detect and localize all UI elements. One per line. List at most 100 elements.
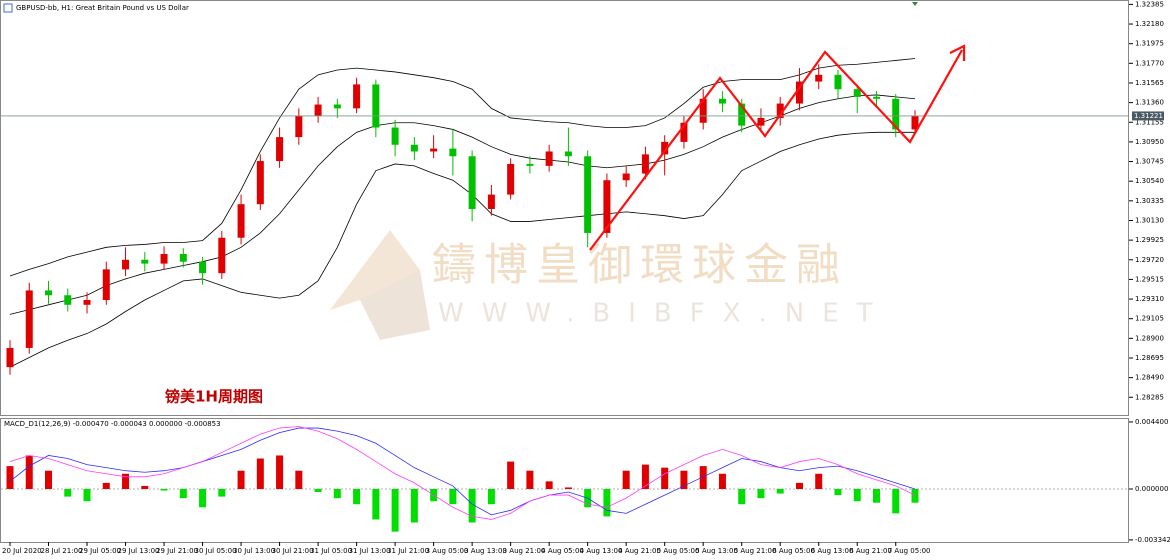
- candle-body: [102, 269, 110, 301]
- histogram-bar: [911, 488, 919, 503]
- candle-body: [333, 104, 341, 109]
- y-tick-label: 1.28900: [1135, 334, 1164, 342]
- candle-body: [641, 154, 649, 174]
- watermark: 鑄博皇御環球金融 WWW.BIBFX.NET: [330, 230, 873, 340]
- histogram-bar: [218, 488, 226, 497]
- histogram-bar: [353, 488, 361, 505]
- x-tick-label: 29 Jul 13:00: [118, 547, 160, 555]
- candle-body: [391, 127, 399, 145]
- histogram-bar: [795, 482, 803, 489]
- histogram-bar: [622, 470, 630, 489]
- histogram-bar: [487, 488, 495, 505]
- candle-body: [410, 144, 418, 152]
- histogram-bar: [545, 481, 553, 489]
- histogram-bar: [738, 488, 746, 505]
- candle-body: [45, 290, 53, 296]
- histogram-bar: [199, 488, 207, 508]
- histogram-bar: [333, 488, 341, 499]
- histogram-bar: [295, 470, 303, 489]
- histogram-bar: [853, 488, 861, 502]
- histogram-bar: [507, 461, 515, 489]
- candle-body: [83, 300, 91, 305]
- x-tick-label: 29 Jul 21:00: [156, 547, 198, 555]
- histogram-bar: [872, 488, 880, 503]
- histogram-bar: [141, 485, 149, 489]
- candle-body: [430, 148, 438, 152]
- y-tick-label: 0.000000: [1135, 485, 1168, 493]
- candle-body: [160, 254, 168, 264]
- x-tick-label: 5 Aug 21:00: [734, 547, 777, 555]
- histogram-bar: [83, 488, 91, 502]
- x-tick-label: 30 Jul 05:00: [195, 547, 237, 555]
- histogram-bar: [776, 488, 784, 494]
- candle-body: [141, 259, 149, 264]
- x-tick-label: 31 Jul 21:00: [387, 547, 429, 555]
- y-tick-label: 1.31155: [1135, 118, 1164, 126]
- candle-body: [314, 104, 322, 117]
- main-panel: [0, 0, 1129, 416]
- x-tick-label: 6 Aug 05:00: [772, 547, 815, 555]
- y-tick-label: 1.32180: [1135, 20, 1164, 28]
- histogram-bar: [276, 455, 284, 489]
- bollinger-band: [9, 58, 916, 277]
- bollinger-band: [9, 131, 915, 368]
- y-tick-label: 1.28285: [1135, 393, 1164, 401]
- y-tick-label: 1.31770: [1135, 59, 1164, 67]
- watermark-logo: [360, 270, 430, 340]
- x-tick-label: 5 Aug 13:00: [695, 547, 738, 555]
- macd-line: [9, 426, 916, 520]
- candle-body: [237, 204, 245, 238]
- x-tick-label: 6 Aug 21:00: [849, 547, 892, 555]
- y-tick-label: 1.29720: [1135, 256, 1164, 264]
- candle-body: [526, 163, 534, 166]
- histogram-bar: [410, 488, 418, 523]
- histogram-bar: [314, 488, 322, 493]
- candle-body: [680, 122, 688, 142]
- arrow-head: [949, 44, 966, 61]
- x-tick-label: 3 Aug 21:00: [503, 547, 546, 555]
- x-tick-label: 4 Aug 05:00: [541, 547, 584, 555]
- current-price-box: [1132, 111, 1164, 121]
- y-tick-label: -0.003342: [1135, 536, 1170, 544]
- candle-body: [795, 81, 803, 104]
- y-tick-label: 1.30540: [1135, 177, 1164, 185]
- candle-body: [179, 254, 187, 262]
- candle-body: [545, 151, 553, 166]
- candle-body: [507, 163, 515, 195]
- candle-body: [584, 156, 592, 233]
- x-tick-label: 29 Jul 05:00: [79, 547, 121, 555]
- histogram-bar: [256, 458, 264, 489]
- x-tick-label: 7 Aug 05:00: [888, 547, 931, 555]
- candle-body: [718, 98, 726, 104]
- histogram-bar: [45, 470, 53, 489]
- histogram-bar: [757, 488, 765, 499]
- y-tick-label: 1.30950: [1135, 138, 1164, 146]
- histogram-bar: [603, 488, 611, 517]
- candle-body: [449, 148, 457, 157]
- candle-body: [218, 237, 226, 274]
- y-tick-label: 1.29515: [1135, 275, 1164, 283]
- x-tick-label: 28 Jul 21:00: [41, 547, 83, 555]
- candle-body: [872, 96, 880, 99]
- y-tick-label: 1.30130: [1135, 216, 1164, 224]
- candle-body: [295, 116, 303, 138]
- candle-body: [256, 161, 264, 205]
- x-tick-label: 3 Aug 13:00: [464, 547, 507, 555]
- histogram-bar: [661, 467, 669, 489]
- candle-body: [25, 290, 33, 348]
- x-tick-label: 3 Aug 05:00: [426, 547, 469, 555]
- y-tick-label: 1.29105: [1135, 315, 1164, 323]
- histogram-bar: [160, 488, 168, 491]
- x-tick-label: 4 Aug 21:00: [618, 547, 661, 555]
- y-tick-label: 1.31975: [1135, 40, 1164, 48]
- x-tick-label: 6 Aug 13:00: [811, 547, 854, 555]
- candle-body: [699, 98, 707, 123]
- x-tick-label: 31 Jul 05:00: [310, 547, 352, 555]
- histogram-bar: [815, 473, 823, 489]
- candle-body: [661, 141, 669, 155]
- candle-body: [6, 347, 14, 368]
- y-tick-label: 1.28695: [1135, 354, 1164, 362]
- watermark-name: 鑄博皇御環球金融: [432, 240, 848, 291]
- macd-panel: [0, 418, 1129, 543]
